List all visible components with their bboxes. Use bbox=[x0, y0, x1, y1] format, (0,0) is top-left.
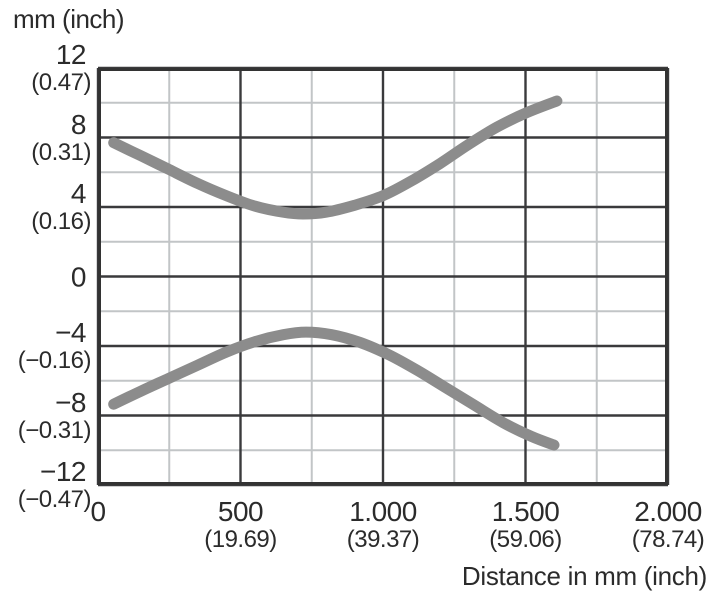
x-tick-inch-label: (59.06) bbox=[489, 526, 562, 553]
x-tick-mm-label: 2.000 bbox=[634, 496, 702, 527]
y-tick-12: 12 (0.47) bbox=[31, 40, 91, 96]
y-tick-mm-label: 12 bbox=[55, 39, 87, 70]
x-axis-ticks: 0 500 (19.69) 1.000 (39.37) 1.500 (59.06) 2.000… bbox=[90, 497, 704, 557]
curve-lower-boundary bbox=[108, 326, 560, 451]
y-tick-mm-label: −4 bbox=[55, 317, 86, 348]
y-tick-inch-label: (0.31) bbox=[31, 138, 91, 166]
y-tick-inch-label: (−0.16) bbox=[17, 347, 92, 374]
y-tick--12: −12 (−0.47) bbox=[17, 456, 92, 513]
x-tick-mm-label: 1.000 bbox=[349, 496, 417, 527]
y-tick--8: −8 (−0.31) bbox=[17, 386, 92, 444]
x-tick-inch-label: (19.69) bbox=[204, 526, 277, 553]
x-tick-inch-label: (39.37) bbox=[346, 526, 420, 553]
x-tick-inch-label: (78.74) bbox=[631, 526, 705, 553]
curve-upper-boundary bbox=[108, 95, 563, 220]
y-tick-mm-label: −8 bbox=[55, 386, 86, 418]
y-axis-ticks: 12 (0.47) 8 (0.31) 4 (0.16) 0 −4 (−0.16) −8 (−0.31… bbox=[0, 0, 92, 600]
plot-svg bbox=[96, 66, 670, 487]
y-axis-unit-label: mm (inch) bbox=[13, 4, 125, 34]
plot-border bbox=[98, 68, 668, 485]
y-tick-0: 0 bbox=[71, 262, 91, 291]
y-tick--4: −4 (−0.16) bbox=[17, 317, 92, 374]
x-tick-mm-label: 0 bbox=[90, 496, 106, 527]
y-tick-inch-label: (0.47) bbox=[31, 69, 91, 96]
y-tick-4: 4 (0.16) bbox=[31, 179, 91, 235]
x-tick-mm-label: 1.500 bbox=[491, 496, 560, 527]
x-tick-2000: 2.000 (78.74) bbox=[632, 497, 705, 553]
y-tick-mm-label: −12 bbox=[40, 456, 87, 487]
x-tick-0: 0 bbox=[90, 496, 106, 527]
y-tick-inch-label: (−0.47) bbox=[17, 486, 92, 513]
y-tick-mm-label: 4 bbox=[70, 178, 87, 209]
x-tick-500: 500 (19.69) bbox=[204, 497, 277, 553]
plot-area bbox=[96, 66, 670, 487]
y-tick-8: 8 (0.31) bbox=[31, 110, 91, 166]
x-axis-title: Distance in mm (inch) bbox=[461, 561, 707, 591]
x-tick-mm-label: 500 bbox=[217, 496, 264, 527]
x-tick-1000: 1.000 (39.37) bbox=[347, 497, 420, 553]
y-tick-mm-label: 8 bbox=[70, 108, 87, 140]
y-tick-mm-label: 0 bbox=[70, 261, 87, 292]
y-tick-inch-label: (0.16) bbox=[31, 208, 91, 235]
y-tick-inch-label: (−0.31) bbox=[17, 416, 92, 444]
x-tick-1500: 1.500 (59.06) bbox=[489, 497, 562, 553]
